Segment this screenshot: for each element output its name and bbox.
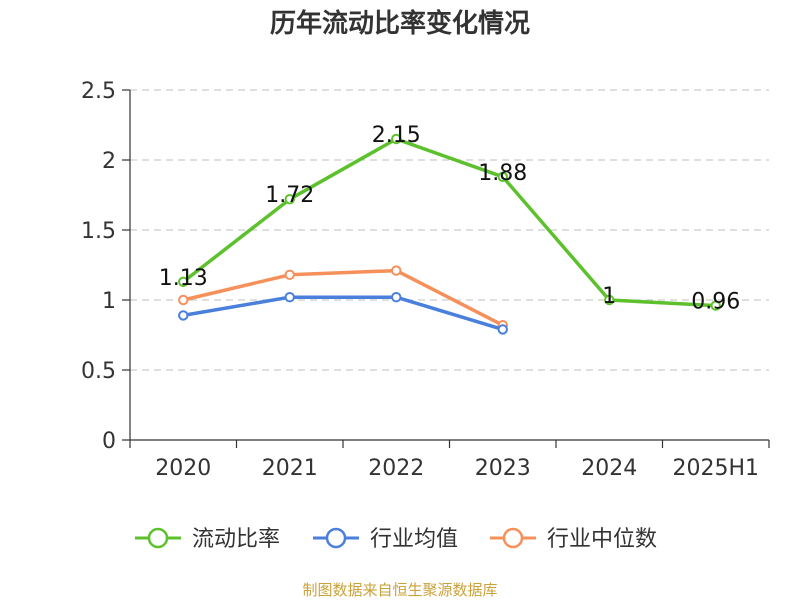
y-tick-label: 2.5 <box>81 79 116 104</box>
x-tick-label: 2021 <box>262 456 318 481</box>
x-tick-label: 2020 <box>155 456 211 481</box>
data-label: 0.96 <box>691 290 740 315</box>
legend-label: 流动比率 <box>192 527 280 552</box>
data-point <box>710 300 721 311</box>
data-point <box>178 294 189 306</box>
data-point <box>391 265 402 276</box>
data-point <box>178 310 189 321</box>
legend-item[interactable]: 流动比率 <box>135 527 280 552</box>
data-label: 1.88 <box>478 161 527 186</box>
x-tick-label: 2024 <box>581 456 637 481</box>
legend-item[interactable]: 行业均值 <box>313 527 458 552</box>
x-tick-label: 2023 <box>475 456 531 481</box>
data-point <box>604 294 615 306</box>
data-label: 2.15 <box>372 123 421 148</box>
x-tick-label: 2025H1 <box>672 456 759 481</box>
data-point <box>284 269 295 280</box>
axes: 0 0.5 1 1.5 2 2.5 2020 2021 2022 2023 2024 2025H1 <box>81 79 770 481</box>
legend-item[interactable]: 行业中位数 <box>490 527 657 552</box>
data-label: 1.72 <box>265 183 314 208</box>
data-label: 1 <box>602 284 616 309</box>
series-line <box>181 295 505 332</box>
legend-label: 行业中位数 <box>547 527 657 552</box>
legend-label: 行业均值 <box>370 527 458 552</box>
grid-lines <box>130 89 769 371</box>
series-lines <box>178 133 721 335</box>
source-note: 制图数据来自恒生聚源数据库 <box>302 581 497 599</box>
legend-marker-icon <box>325 527 347 549</box>
y-tick-label: 0.5 <box>81 359 116 384</box>
y-tick-label: 0 <box>102 429 116 454</box>
legend-marker-icon <box>147 527 169 549</box>
data-point <box>497 171 508 183</box>
data-labels: 1.13 1.72 2.15 1.88 1 0.96 <box>159 123 740 315</box>
data-point <box>391 133 402 145</box>
x-tick-label: 2022 <box>368 456 424 481</box>
legend[interactable]: 流动比率 行业均值 行业中位数 <box>135 527 657 552</box>
y-tick-label: 1.5 <box>81 219 116 244</box>
data-point <box>284 194 295 205</box>
series-line <box>181 137 718 308</box>
data-label: 1.13 <box>159 266 208 291</box>
data-point <box>178 276 189 287</box>
legend-marker-icon <box>502 527 524 549</box>
y-tick-label: 2 <box>102 149 116 174</box>
chart-title: 历年流动比率变化情况 <box>270 8 530 39</box>
data-point <box>497 324 508 335</box>
data-point <box>391 292 402 303</box>
y-tick-label: 1 <box>102 289 116 314</box>
data-point <box>284 292 295 303</box>
series-line <box>181 268 505 327</box>
